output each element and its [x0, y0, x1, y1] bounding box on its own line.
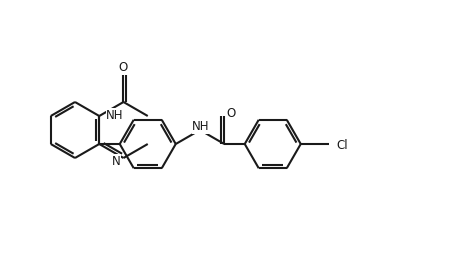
- Text: O: O: [226, 107, 236, 120]
- Text: O: O: [119, 61, 128, 74]
- Text: NH: NH: [192, 120, 210, 133]
- Text: NH: NH: [106, 109, 124, 122]
- Text: N: N: [112, 155, 121, 168]
- Text: Cl: Cl: [337, 139, 349, 152]
